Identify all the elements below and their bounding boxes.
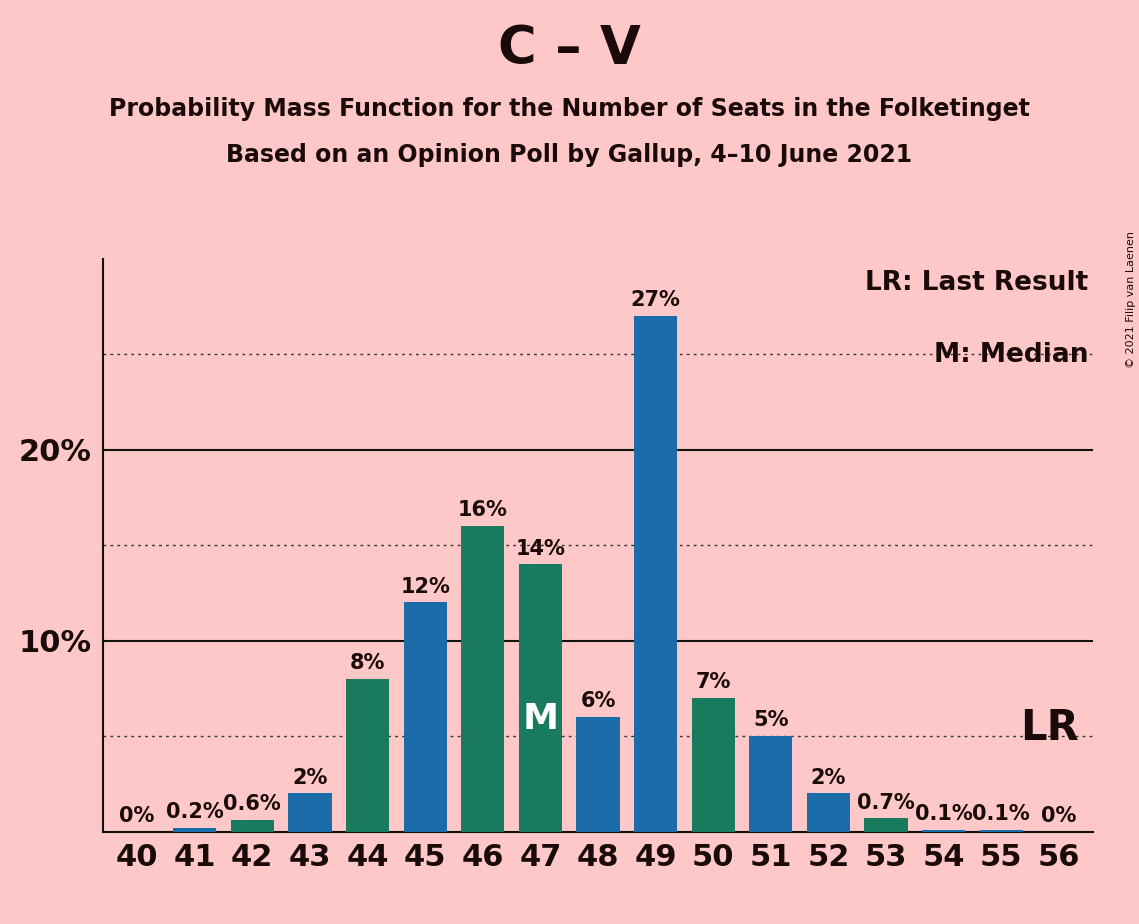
Bar [403, 602, 446, 832]
Text: M: Median: M: Median [934, 342, 1089, 368]
Text: 7%: 7% [696, 672, 731, 692]
Text: 2%: 2% [811, 768, 846, 787]
Text: 0.1%: 0.1% [915, 804, 973, 824]
Bar [980, 830, 1023, 832]
Text: 0%: 0% [120, 806, 155, 826]
Bar [806, 794, 850, 832]
Bar [576, 717, 620, 832]
Text: 0.1%: 0.1% [973, 804, 1030, 824]
Bar [865, 819, 908, 832]
Text: 0.7%: 0.7% [858, 793, 915, 812]
Bar [634, 316, 678, 832]
Bar [231, 821, 273, 832]
Bar [173, 828, 216, 832]
Bar [461, 526, 505, 832]
Text: 5%: 5% [753, 711, 788, 730]
Bar [288, 794, 331, 832]
Text: 0%: 0% [1041, 806, 1076, 826]
Text: LR: LR [1019, 708, 1079, 749]
Text: 6%: 6% [580, 691, 616, 711]
Text: 2%: 2% [293, 768, 328, 787]
Text: C – V: C – V [498, 23, 641, 75]
Text: LR: Last Result: LR: Last Result [866, 270, 1089, 297]
Text: Probability Mass Function for the Number of Seats in the Folketinget: Probability Mass Function for the Number… [109, 97, 1030, 121]
Bar [749, 736, 793, 832]
Text: 0.2%: 0.2% [166, 802, 223, 822]
Text: 8%: 8% [350, 653, 385, 673]
Text: 12%: 12% [400, 577, 450, 597]
Text: 16%: 16% [458, 500, 508, 520]
Text: 14%: 14% [516, 539, 565, 558]
Text: 0.6%: 0.6% [223, 795, 281, 814]
Text: 27%: 27% [631, 290, 680, 310]
Text: © 2021 Filip van Laenen: © 2021 Filip van Laenen [1125, 231, 1136, 368]
Bar [518, 565, 562, 832]
Text: M: M [523, 702, 558, 736]
Bar [923, 830, 965, 832]
Bar [346, 679, 390, 832]
Text: Based on an Opinion Poll by Gallup, 4–10 June 2021: Based on an Opinion Poll by Gallup, 4–10… [227, 143, 912, 167]
Bar [691, 698, 735, 832]
